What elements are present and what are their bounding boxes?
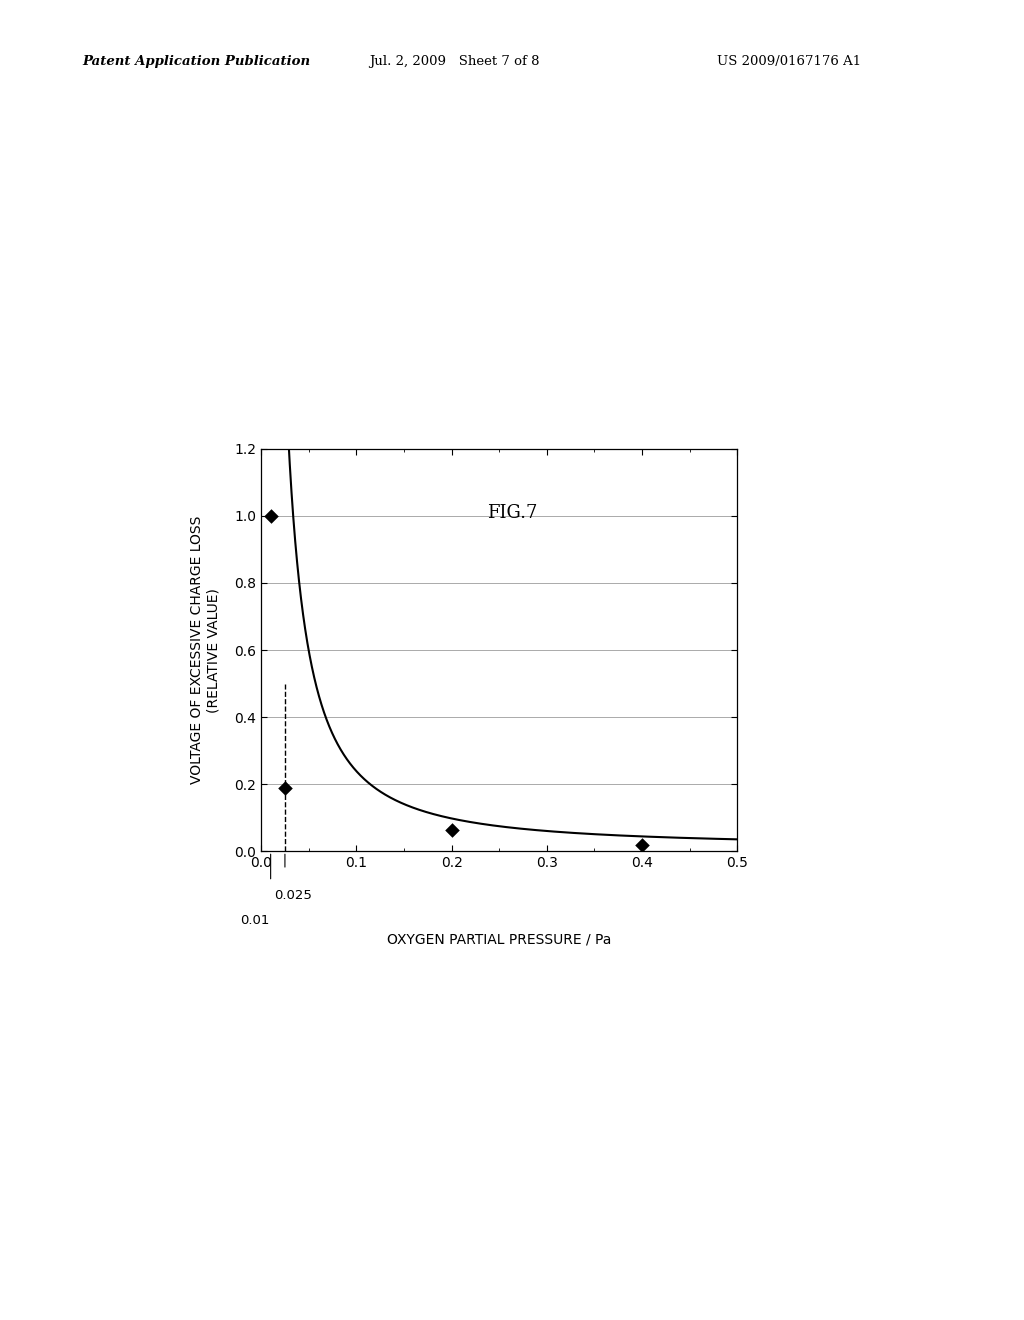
Point (276, 777, 293, 799)
Text: US 2009/0167176 A1: US 2009/0167176 A1 (717, 55, 861, 69)
Text: FIG.7: FIG.7 (486, 504, 538, 523)
Text: Jul. 2, 2009   Sheet 7 of 8: Jul. 2, 2009 Sheet 7 of 8 (369, 55, 540, 69)
Y-axis label: VOLTAGE OF EXCESSIVE CHARGE LOSS
(RELATIVE VALUE): VOLTAGE OF EXCESSIVE CHARGE LOSS (RELATI… (190, 516, 220, 784)
Point (262, 506, 279, 527)
Text: 0.025: 0.025 (273, 888, 311, 902)
Point (634, 834, 650, 855)
Text: 0.01: 0.01 (240, 913, 269, 927)
Point (443, 818, 460, 840)
Text: Patent Application Publication: Patent Application Publication (82, 55, 310, 69)
X-axis label: OXYGEN PARTIAL PRESSURE / Pa: OXYGEN PARTIAL PRESSURE / Pa (387, 933, 611, 946)
